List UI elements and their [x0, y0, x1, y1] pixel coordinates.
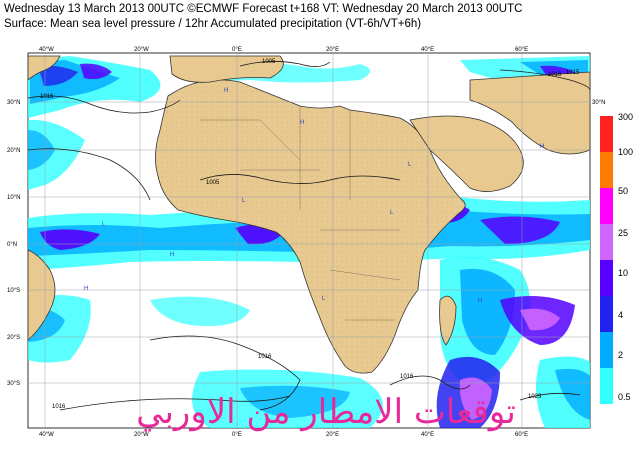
lat-tick-label: 30°N	[592, 100, 605, 106]
legend-label: 300	[618, 112, 634, 122]
latitude-ticks-left: 30°N 20°N 10°N 0°N 10°S 20°S 30°S	[7, 100, 20, 387]
legend-label: 50	[618, 186, 629, 196]
lon-tick-label: 0°E	[232, 432, 242, 438]
lon-tick-label: 60°E	[515, 432, 528, 438]
latitude-ticks-right: 30°N	[592, 100, 605, 106]
svg-text:H: H	[478, 298, 482, 304]
legend-label: 0.5	[618, 392, 631, 402]
isobar-label: 1023	[528, 394, 542, 400]
svg-text:L: L	[322, 296, 326, 302]
lat-tick-label: 30°N	[7, 100, 20, 106]
svg-text:L: L	[102, 222, 106, 228]
forecast-header: Wednesday 13 March 2013 00UTC ©ECMWF For…	[4, 2, 604, 32]
svg-text:H: H	[300, 120, 304, 126]
svg-text:L: L	[242, 198, 246, 204]
isobar-label: 1005	[206, 180, 220, 186]
lat-tick-label: 20°S	[7, 335, 20, 341]
isobar-label: 1016	[40, 94, 54, 100]
legend-swatch	[600, 296, 613, 332]
legend-label: 2	[618, 350, 624, 360]
legend-label: 4	[618, 310, 624, 320]
isobars	[27, 61, 591, 411]
isobar-labels: 1016 1005 1005 1016 1016 1016 1015 1016 …	[40, 59, 580, 410]
isobar-label: 1005	[262, 59, 276, 65]
lon-tick-label: 20°W	[134, 47, 149, 53]
lat-tick-label: 10°S	[7, 288, 20, 294]
lon-tick-label: 40°W	[39, 432, 54, 438]
south-america-landmass	[27, 249, 56, 341]
lon-tick-label: 0°E	[232, 47, 242, 53]
arabic-watermark: توقعات الامطار من الاوربي	[136, 392, 516, 432]
lon-tick-label: 40°E	[421, 432, 434, 438]
legend-swatch	[600, 368, 613, 404]
legend-swatch	[600, 260, 613, 296]
svg-text:H: H	[224, 88, 228, 94]
asia-landmass	[469, 71, 591, 155]
legend-swatch	[600, 152, 613, 188]
longitude-ticks-top: 40°W 20°W 0°E 20°E 40°E 60°E	[39, 47, 528, 53]
legend-label: 10	[618, 268, 629, 278]
svg-text:H: H	[170, 252, 174, 258]
lon-tick-label: 40°E	[421, 47, 434, 53]
svg-text:H: H	[84, 286, 88, 292]
forecast-subtitle-line: Surface: Mean sea level pressure / 12hr …	[4, 18, 422, 30]
isobar-label: 1016	[258, 354, 272, 360]
legend-label: 25	[618, 228, 629, 238]
svg-text:H: H	[540, 144, 544, 150]
arabia-landmass	[409, 115, 524, 192]
legend-swatch	[600, 188, 613, 224]
lon-tick-label: 20°E	[326, 432, 339, 438]
pressure-centers: H H L H L L L H H H L	[84, 88, 544, 304]
land-layer	[27, 55, 591, 374]
forecast-title-line: Wednesday 13 March 2013 00UTC ©ECMWF For…	[4, 3, 523, 15]
isobar-label: 1016	[400, 374, 414, 380]
legend-swatch	[600, 332, 613, 368]
graticule	[28, 53, 590, 428]
precipitation-legend: 300 100 50 25 10 4 2 0.5	[600, 112, 640, 404]
lat-tick-label: 20°N	[7, 148, 20, 154]
svg-text:L: L	[390, 210, 394, 216]
lon-tick-label: 20°E	[326, 47, 339, 53]
isobar-label: 1016	[52, 404, 66, 410]
isobar-label: 1016	[548, 72, 562, 78]
lat-tick-label: 10°N	[7, 195, 20, 201]
legend-label: 100	[618, 147, 634, 157]
svg-text:L: L	[408, 162, 412, 168]
lon-tick-label: 40°W	[39, 47, 54, 53]
madagascar-landmass	[439, 295, 457, 346]
legend-swatch	[600, 224, 613, 260]
lon-tick-label: 20°W	[134, 432, 149, 438]
lon-tick-label: 60°E	[515, 47, 528, 53]
lat-tick-label: 30°S	[7, 381, 20, 387]
lat-tick-label: 0°N	[7, 242, 17, 248]
isobar-label: 1015	[566, 70, 580, 76]
legend-swatch	[600, 116, 613, 152]
longitude-ticks-bottom: 40°W 20°W 0°E 20°E 40°E 60°E	[39, 432, 528, 438]
